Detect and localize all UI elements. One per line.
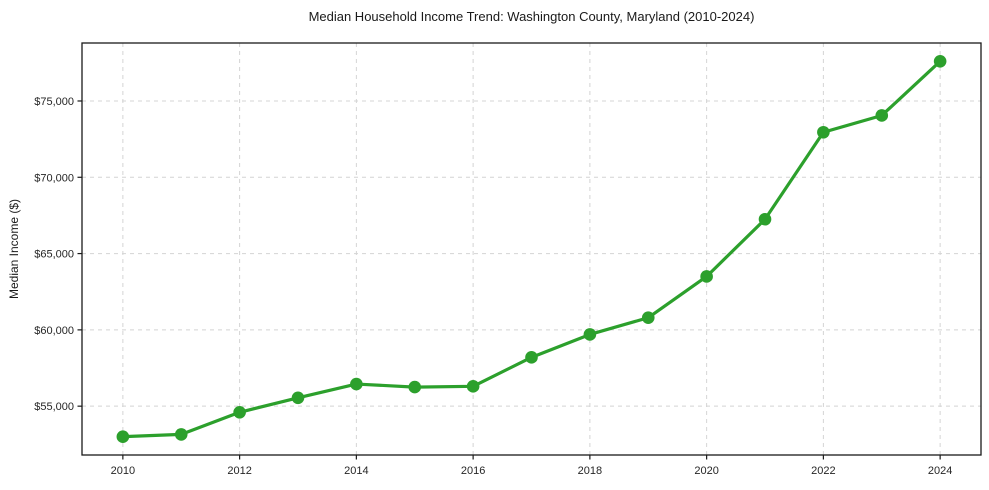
axes-frame <box>81 42 982 456</box>
x-tick-label: 2022 <box>811 465 835 477</box>
x-tick-label: 2020 <box>694 465 718 477</box>
data-point-2016 <box>466 380 480 393</box>
x-tick-label: 2014 <box>344 465 368 477</box>
x-tick-label: 2018 <box>578 465 602 477</box>
data-point-2019 <box>641 311 655 324</box>
x-tick-label: 2024 <box>928 465 952 477</box>
data-point-2010 <box>116 430 130 443</box>
data-point-2015 <box>408 380 422 394</box>
data-point-2012 <box>233 405 246 419</box>
x-tick-label: 2012 <box>227 465 251 477</box>
y-tick-label: $65,000 <box>34 249 74 261</box>
data-point-2017 <box>525 351 538 364</box>
data-point-2011 <box>174 428 188 441</box>
x-tick-label: 2016 <box>461 465 485 477</box>
data-point-2021 <box>758 212 772 226</box>
data-point-2014 <box>350 377 363 391</box>
data-point-2022 <box>817 125 830 139</box>
data-point-2020 <box>700 270 713 283</box>
data-point-2024 <box>933 55 947 68</box>
y-tick-label: $70,000 <box>34 172 74 184</box>
data-point-2013 <box>291 391 305 405</box>
y-tick-label: $75,000 <box>34 96 74 108</box>
data-point-2023 <box>875 109 889 122</box>
chart-title: Median Household Income Trend: Washingto… <box>308 9 755 24</box>
y-tick-label: $55,000 <box>34 401 74 413</box>
data-point-2018 <box>583 328 597 341</box>
y-tick-label: $60,000 <box>34 325 74 337</box>
data-line <box>121 59 942 439</box>
x-tick-label: 2010 <box>111 465 135 477</box>
